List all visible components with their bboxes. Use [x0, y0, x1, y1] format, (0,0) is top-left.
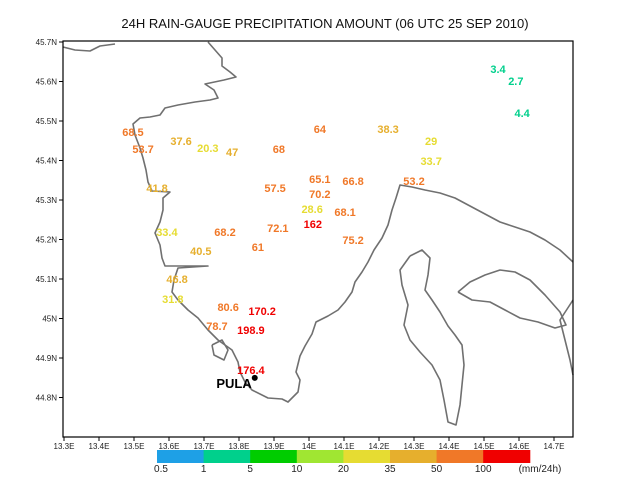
legend-swatch: [250, 450, 298, 463]
station-value: 31.8: [162, 294, 183, 306]
lon-tick-label: 13.7E: [194, 442, 215, 451]
coastline-mainland-east: [559, 299, 574, 376]
lat-tick-label: 45.4N: [36, 157, 58, 166]
lon-tick-label: 14.5E: [474, 442, 495, 451]
station-value: 78.7: [206, 321, 227, 333]
station-value: 38.3: [377, 124, 398, 136]
station-value: 57.5: [264, 183, 285, 195]
station-value: 61: [252, 242, 264, 254]
lat-tick-label: 45.1N: [36, 275, 58, 284]
lat-tick-label: 45.6N: [36, 78, 58, 87]
station-value: 80.6: [217, 302, 238, 314]
legend-threshold-label: 5: [247, 464, 253, 475]
legend-swatch: [343, 450, 391, 463]
legend-threshold-label: 50: [431, 464, 443, 475]
station-value: 33.4: [156, 227, 178, 239]
axis-ticks: 13.3E 13.4E 13.5E 13.6E 13.7E 13.8E 13.9E 14E 14…: [36, 38, 565, 451]
station-value: 75.2: [342, 235, 363, 247]
coastline-cres-island: [399, 249, 465, 426]
coastlines: [62, 41, 574, 426]
lon-tick-label: 13.3E: [54, 442, 75, 451]
station-value: 68.5: [122, 127, 143, 139]
legend-threshold-label: 0.5: [154, 464, 168, 475]
legend-threshold-label: 100: [475, 464, 492, 475]
station-value: 70.2: [309, 189, 330, 201]
lon-tick-label: 13.6E: [159, 442, 180, 451]
lon-tick-label: 13.8E: [229, 442, 250, 451]
legend-swatch: [203, 450, 251, 463]
station-value: 37.6: [170, 136, 191, 148]
station-value: 68.2: [214, 227, 235, 239]
legend-swatch: [390, 450, 438, 463]
city-dot: [251, 374, 258, 381]
station-value: 66.8: [342, 176, 363, 188]
legend-threshold-label: 35: [384, 464, 396, 475]
lon-tick-label: 14E: [302, 442, 316, 451]
station-value: 176.4: [237, 365, 265, 377]
station-value: 29: [425, 136, 437, 148]
lat-tick-label: 45.5N: [36, 117, 58, 126]
station-value: 47: [226, 147, 238, 159]
lat-tick-label: 45.3N: [36, 196, 58, 205]
lon-tick-label: 14.6E: [509, 442, 530, 451]
station-value: 68.1: [334, 207, 355, 219]
map-frame: [62, 40, 574, 438]
lon-tick-label: 14.4E: [439, 442, 460, 451]
station-value: 41.8: [146, 183, 167, 195]
station-value: 162: [304, 219, 322, 231]
station-value: 3.4: [490, 64, 506, 76]
legend-threshold-label: 1: [201, 464, 207, 475]
station-value: 68: [273, 144, 285, 156]
station-value: 40.5: [190, 246, 211, 258]
lat-tick-label: 44.8N: [36, 394, 58, 403]
lon-tick-label: 13.9E: [264, 442, 285, 451]
station-value: 53.7: [132, 144, 153, 156]
lat-tick-label: 44.9N: [36, 354, 58, 363]
map-title: 24H RAIN-GAUGE PRECIPITATION AMOUNT (06 …: [121, 16, 528, 31]
lon-tick-label: 14.3E: [404, 442, 425, 451]
station-value: 33.7: [420, 156, 441, 168]
legend-swatch: [436, 450, 484, 463]
lon-tick-label: 13.4E: [89, 442, 110, 451]
legend-threshold-label: 20: [338, 464, 350, 475]
station-value: 28.6: [301, 204, 322, 216]
lon-tick-label: 14.7E: [544, 442, 565, 451]
coastline-top-left: [62, 43, 116, 52]
color-legend: (mm/24h) 0.5 1 5 10 20 35 50 100: [154, 450, 561, 475]
station-value: 53.2: [403, 176, 424, 188]
legend-threshold-label: 10: [291, 464, 303, 475]
lon-tick-label: 14.1E: [334, 442, 355, 451]
lat-tick-label: 45.2N: [36, 236, 58, 245]
station-value: 198.9: [237, 325, 265, 337]
city-marker: PULA: [216, 374, 258, 391]
station-value: 2.7: [508, 76, 523, 88]
coastline-krk-island: [457, 269, 567, 329]
station-value: 64: [314, 124, 327, 136]
coastline-istria-kvarner: [132, 41, 574, 403]
legend-swatch: [157, 450, 205, 463]
legend-swatch: [483, 450, 531, 463]
legend-unit: (mm/24h): [519, 464, 562, 475]
station-value: 65.1: [309, 174, 330, 186]
station-value: 4.4: [515, 108, 531, 120]
city-label: PULA: [216, 376, 252, 391]
station-value: 20.3: [197, 143, 218, 155]
station-value: 170.2: [248, 306, 276, 318]
station-values: 68.5 53.7 37.6 20.3 47 68 64 38.3 29 33.7 41.8 57.5…: [122, 64, 530, 377]
lat-tick-label: 45N: [42, 315, 57, 324]
lat-tick-label: 45.7N: [36, 38, 58, 47]
coastline-pula-islets: [211, 339, 229, 361]
station-value: 46.8: [166, 274, 187, 286]
station-value: 72.1: [267, 223, 288, 235]
lon-tick-label: 14.2E: [369, 442, 390, 451]
lon-tick-label: 13.5E: [124, 442, 145, 451]
legend-swatch: [296, 450, 344, 463]
